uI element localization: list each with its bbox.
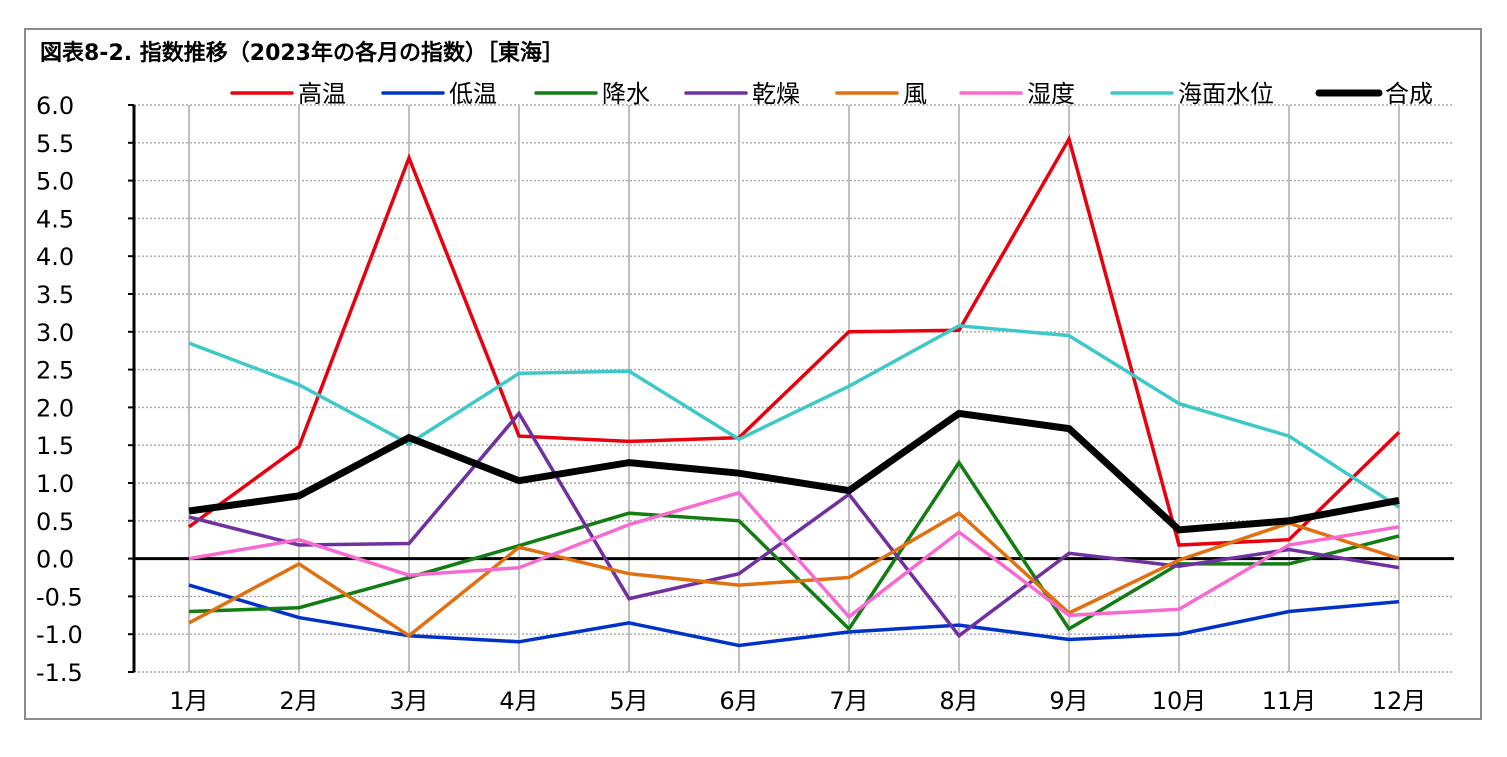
y-tick-label: 4.0 xyxy=(36,243,74,271)
y-tick-label: -1.5 xyxy=(36,659,83,687)
legend-label: 低温 xyxy=(449,80,497,108)
tick-layer: 6.0 5.5 5.0 4.5 4.0 3.5 3.0 2.5 2.0 1.5 1.0 0.5 0.0 -… xyxy=(36,92,1426,715)
x-tick-label: 3月 xyxy=(389,687,428,715)
y-tick-label: 4.5 xyxy=(36,205,74,233)
legend-label: 降水 xyxy=(602,80,650,108)
y-tick-label: 6.0 xyxy=(36,92,74,120)
line-chart: 図表8-2. 指数推移（2023年の各月の指数）［東海］ 6.0 5.5 5.0 4.… xyxy=(36,40,1454,715)
x-tick-label: 11月 xyxy=(1262,687,1317,715)
series-line-2 xyxy=(188,583,1400,648)
legend-label: 乾燥 xyxy=(752,80,800,108)
y-tick-label: 3.5 xyxy=(36,281,74,309)
series-line-7 xyxy=(188,324,1400,509)
y-tick-label: -1.0 xyxy=(36,621,83,649)
y-tick-label: 2.0 xyxy=(36,394,74,422)
series-line-4 xyxy=(188,410,1400,639)
chart-title: 図表8-2. 指数推移（2023年の各月の指数）［東海］ xyxy=(40,40,564,66)
legend-label: 高温 xyxy=(298,80,346,108)
series-line-5 xyxy=(188,511,1400,638)
x-tick-label: 4月 xyxy=(499,687,538,715)
series-line-6 xyxy=(188,490,1400,620)
chart-frame: 図表8-2. 指数推移（2023年の各月の指数）［東海］ 6.0 5.5 5.0 4.… xyxy=(24,28,1482,720)
y-tick-label: 2.5 xyxy=(36,357,74,385)
x-tick-label: 1月 xyxy=(169,687,208,715)
grid-layer xyxy=(134,104,1454,673)
x-tick-label: 10月 xyxy=(1152,687,1207,715)
x-tick-label: 8月 xyxy=(939,687,978,715)
x-tick-label: 7月 xyxy=(829,687,868,715)
legend-label: 海面水位 xyxy=(1178,80,1274,108)
legend-label: 湿度 xyxy=(1027,80,1075,108)
x-tick-label: 12月 xyxy=(1372,687,1427,715)
legend-label: 風 xyxy=(903,80,927,108)
series-line-1 xyxy=(187,134,1401,547)
x-tick-label: 6月 xyxy=(719,687,758,715)
y-tick-label: 1.5 xyxy=(36,432,74,460)
x-tick-label: 2月 xyxy=(279,687,318,715)
y-tick-label: 0.5 xyxy=(36,508,74,536)
y-tick-label: 5.5 xyxy=(36,130,74,158)
x-tick-label: 5月 xyxy=(609,687,648,715)
y-tick-label: -0.5 xyxy=(36,583,83,611)
y-tick-label: 0.0 xyxy=(36,546,74,574)
legend-label: 合成 xyxy=(1385,80,1433,108)
y-tick-label: 1.0 xyxy=(36,470,74,498)
legend: 高温 低温 降水 乾燥 風 湿度 海面水位 合成 xyxy=(230,80,1433,108)
series-layer xyxy=(187,134,1401,648)
series-line-8 xyxy=(188,409,1400,534)
x-tick-label: 9月 xyxy=(1049,687,1088,715)
y-tick-label: 3.0 xyxy=(36,319,74,347)
y-tick-label: 5.0 xyxy=(36,168,74,196)
